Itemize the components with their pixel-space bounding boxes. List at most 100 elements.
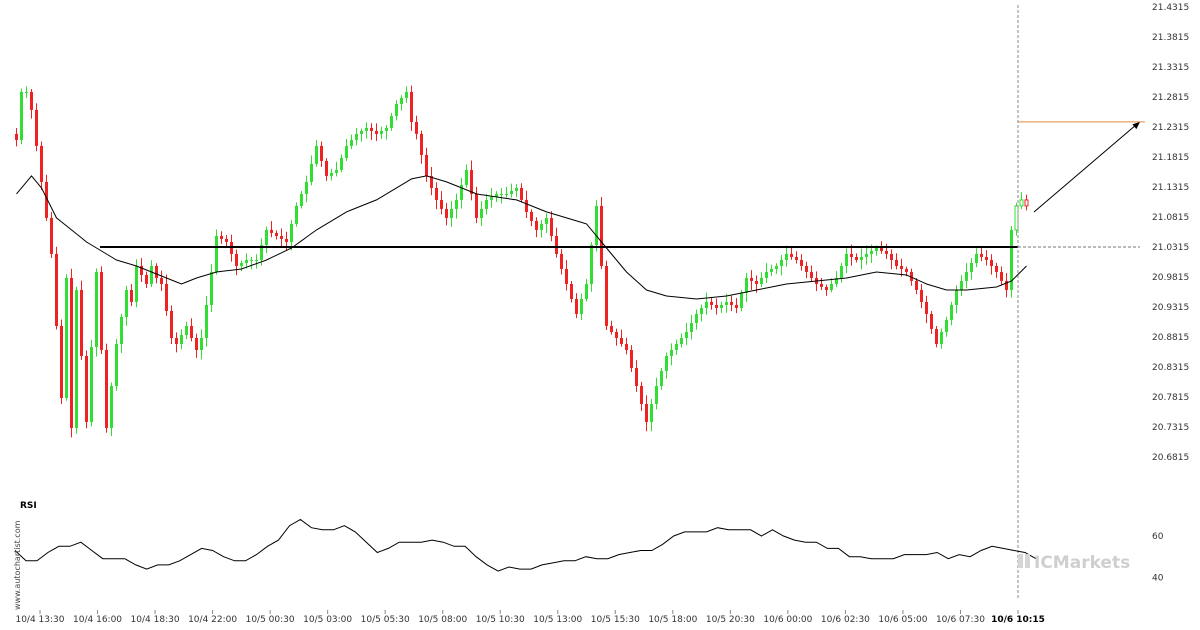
candles — [15, 85, 1029, 438]
candle — [415, 115, 418, 140]
time-tick-label: 10/5 05:30 — [361, 615, 410, 625]
time-tick-label: 10/5 00:30 — [246, 615, 295, 625]
rsi-tick-label: 40 — [1152, 573, 1164, 583]
candle — [965, 263, 968, 289]
candle — [30, 88, 33, 119]
candle — [25, 86, 28, 98]
time-tick-label: 10/4 13:30 — [15, 615, 64, 625]
candle — [360, 128, 363, 142]
candle — [670, 343, 673, 366]
price-tick-label: 21.4315 — [1152, 3, 1189, 13]
time-tick-label: 10/4 22:00 — [188, 615, 237, 625]
candle — [260, 238, 263, 266]
moving-average-line — [16, 175, 1027, 300]
candle — [535, 217, 538, 238]
candle — [210, 264, 213, 312]
candle — [155, 263, 158, 284]
candle — [1010, 226, 1013, 298]
price-tick-label: 20.6815 — [1152, 453, 1189, 463]
candle — [925, 295, 928, 324]
candle — [980, 245, 983, 262]
candle — [450, 200, 453, 227]
projection-arrow-head — [1132, 121, 1140, 130]
candle — [970, 257, 973, 280]
time-tick-label: 10/5 08:00 — [418, 615, 467, 625]
candle — [1005, 272, 1008, 298]
candle — [75, 286, 78, 434]
candle — [255, 254, 258, 269]
candle — [1024, 194, 1029, 211]
candle — [290, 219, 293, 251]
candle — [460, 177, 463, 209]
candle — [930, 310, 933, 334]
candle — [195, 333, 198, 358]
brand-text: ICMarkets — [1034, 553, 1130, 573]
price-tick-label: 21.2815 — [1152, 93, 1189, 103]
candle — [50, 211, 53, 259]
time-tick-label: 10/4 16:00 — [73, 615, 122, 625]
time-tick-label: 10/4 18:30 — [131, 615, 180, 625]
candle — [935, 325, 938, 348]
candle — [235, 249, 238, 276]
logo-bar-icon — [1018, 554, 1023, 568]
candle — [270, 221, 273, 238]
candle — [660, 367, 663, 390]
candle — [700, 304, 703, 322]
candle — [985, 250, 988, 266]
price-tick-label: 20.8815 — [1152, 333, 1189, 343]
candle — [775, 263, 778, 274]
price-tick-label: 20.7815 — [1152, 393, 1189, 403]
candle — [265, 226, 268, 254]
candle — [810, 265, 813, 282]
candle — [940, 328, 943, 349]
candle — [180, 329, 183, 350]
candle — [340, 154, 343, 173]
price-tick-label: 21.0815 — [1152, 213, 1189, 223]
candle — [595, 200, 598, 252]
time-tick-label: 10/5 20:30 — [706, 615, 755, 625]
candle — [175, 332, 178, 353]
candle — [485, 193, 488, 215]
time-tick-label: 10/6 10:15 — [991, 615, 1045, 625]
candle — [345, 139, 348, 161]
candle — [750, 270, 753, 291]
candle — [215, 229, 218, 275]
candle — [1019, 192, 1024, 209]
candle — [70, 268, 73, 438]
candle — [505, 186, 508, 198]
candle — [590, 242, 593, 292]
candle — [110, 382, 113, 436]
candle — [950, 301, 953, 326]
candle — [830, 278, 833, 293]
candle — [790, 247, 793, 260]
candle — [185, 321, 188, 340]
candle — [605, 260, 608, 330]
candle — [125, 285, 128, 326]
rsi-title: RSI — [20, 501, 37, 511]
price-tick-label: 20.8315 — [1152, 363, 1189, 373]
projection-arrow — [1033, 121, 1140, 213]
candle — [805, 261, 808, 279]
candle — [705, 292, 708, 315]
time-tick-label: 10/6 07:30 — [936, 615, 985, 625]
candle — [200, 329, 203, 360]
candle — [205, 295, 208, 347]
candle — [735, 298, 738, 314]
candle — [520, 183, 523, 203]
candle — [730, 295, 733, 312]
candle — [420, 130, 423, 164]
candle — [570, 280, 573, 303]
candle — [90, 339, 93, 427]
price-tick-label: 20.9315 — [1152, 303, 1189, 313]
candle — [305, 175, 308, 203]
rsi-axis: 60 40 — [1152, 532, 1164, 583]
price-tick-label: 21.3815 — [1152, 33, 1189, 43]
candle — [515, 184, 518, 198]
candle — [920, 283, 923, 309]
time-tick-label: 10/6 02:30 — [821, 615, 870, 625]
candle — [455, 193, 458, 219]
candle — [650, 398, 653, 432]
time-tick-label: 10/5 18:00 — [648, 615, 697, 625]
candle — [640, 381, 643, 411]
